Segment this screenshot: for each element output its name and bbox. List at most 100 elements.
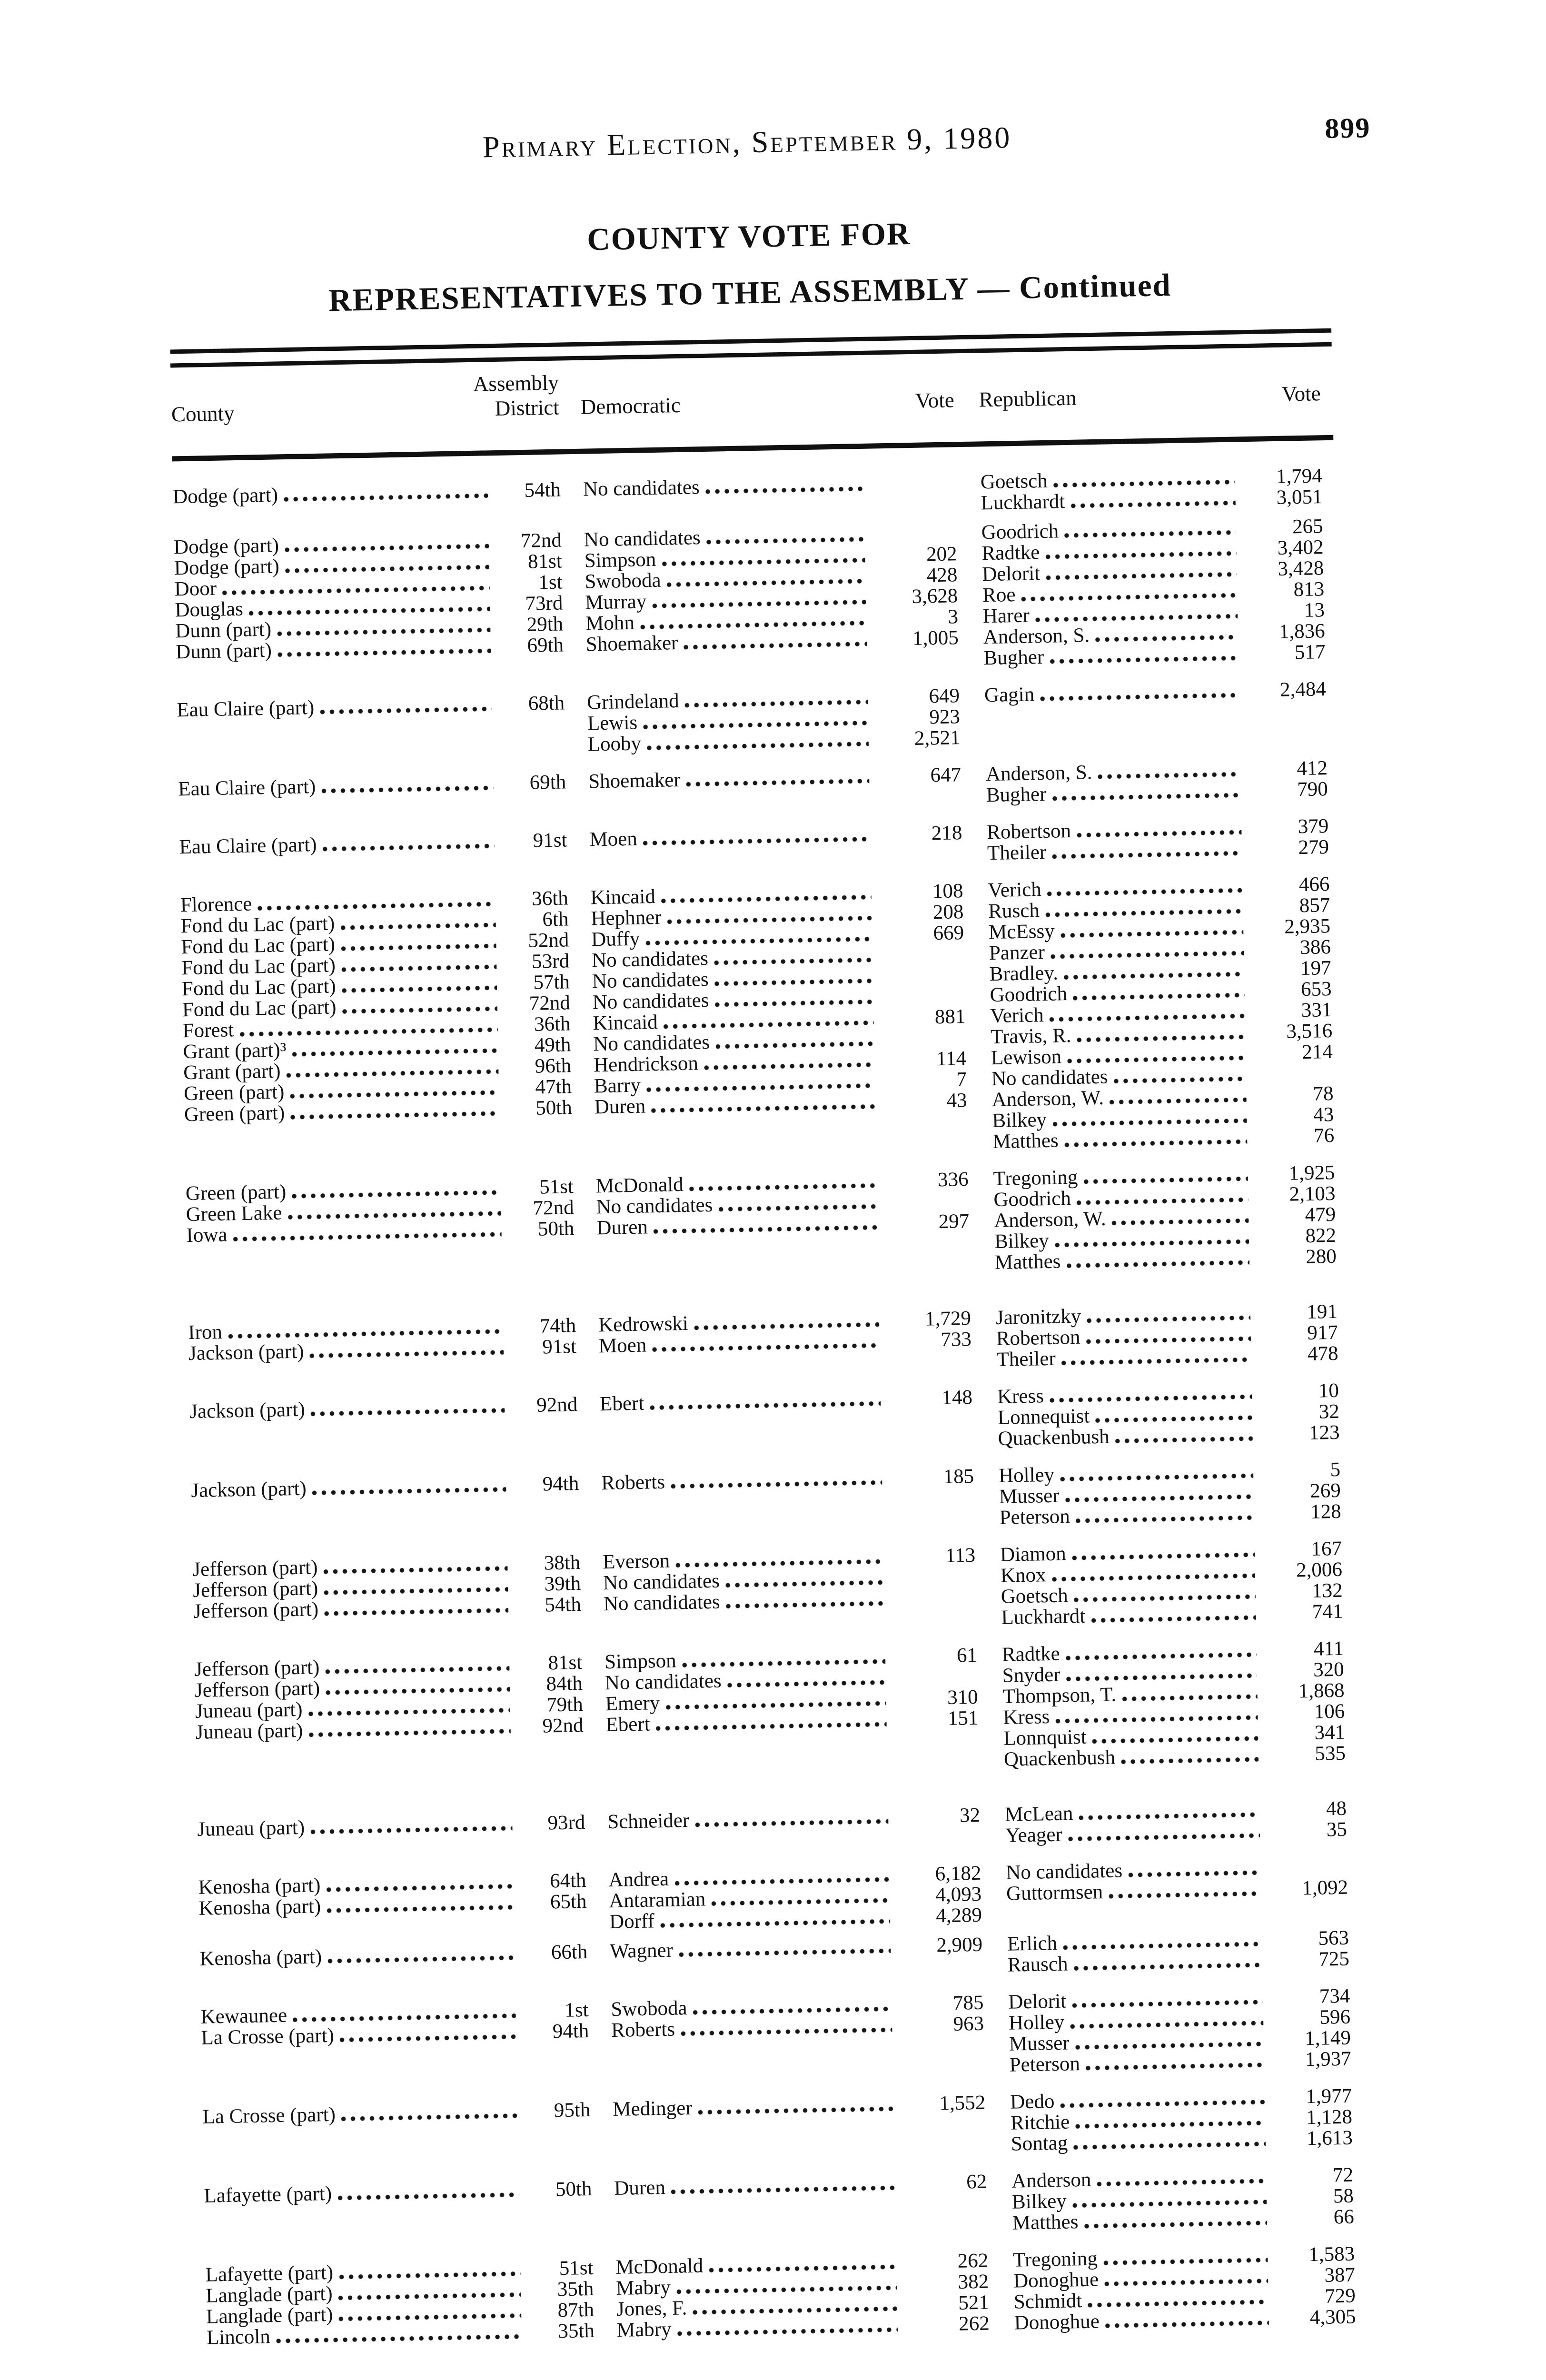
rep-vote: 729 [1324,2284,1356,2308]
column-gap [984,2055,1009,2076]
rep-vote: 128 [1310,1500,1342,1523]
column-gap [578,1415,600,1436]
dem-vote: 1,729 [924,1307,971,1330]
rep-vote: 596 [1319,2005,1351,2029]
district-cell: 36th [531,887,569,910]
column-gap [989,2271,1013,2292]
column-gap [571,1034,593,1055]
dot-leader [1085,2050,1265,2074]
dot-leader [1098,759,1241,783]
district-cell: 6th [542,908,569,931]
rep-candidate: Travis, R. [990,1024,1071,1049]
dot-leader [705,474,864,498]
rep-vote: 379 [1298,815,1329,838]
rep-vote: 1,794 [1276,465,1323,488]
dot-leader [1120,1745,1259,1768]
dem-vote: 1,005 [912,626,959,650]
dot-leader [1115,1424,1253,1448]
rep-vote: 466 [1298,873,1330,896]
rep-vote: 320 [1313,1658,1345,1681]
column-gap [966,1069,991,1090]
rep-candidate: Dedo [1010,2090,1055,2113]
column-gap [965,1006,990,1027]
dem-vote [886,1487,975,1509]
header-democratic: Democratic [580,393,681,419]
dot-leader [1070,488,1236,512]
dem-vote [888,1587,976,1609]
district-cell: 50th [537,1217,575,1240]
rep-vote: 72 [1332,2163,1354,2187]
dot-leader [677,2315,898,2340]
dem-vote: 428 [926,564,958,587]
dot-leader [1086,1303,1251,1327]
dem-candidate: Ebert [605,1713,651,1736]
column-gap [588,1999,610,2021]
dot-leader [1049,1001,1245,1026]
dem-vote [868,523,957,545]
rep-vote: 167 [1311,1537,1342,1560]
column-gap [587,1941,609,1963]
district-cell: 72nd [533,1196,575,1220]
county-name [179,858,180,879]
dot-leader [1065,1640,1257,1665]
district-cell [515,1757,585,1779]
dem-vote [896,2055,985,2078]
rep-vote: 386 [1299,936,1331,959]
county-name: La Crosse (part) [202,2103,336,2128]
rep-cell: Quackenbush [997,1424,1257,1450]
dem-candidate: Simpson [604,1649,677,1674]
dot-leader [1071,1987,1263,2012]
column-gap [573,1139,595,1160]
dem-candidate [613,2120,614,2141]
rep-candidate: Diamon [1000,1542,1067,1566]
district-cell: 68th [528,692,565,715]
rep-candidate: Panzer [989,941,1045,965]
column-gap [971,1349,996,1371]
dot-leader [283,481,488,506]
rep-vote: 2,935 [1284,915,1331,938]
rep-candidate: Delorit [981,562,1041,586]
column-gap [568,909,590,930]
dot-leader [1045,896,1243,921]
dem-candidate: Duren [594,1095,646,1119]
dot-leader [1072,980,1245,1004]
rep-vote: 48 [1326,1797,1347,1820]
dot-leader [323,1553,508,1578]
rep-candidate: Knox [1000,1564,1046,1587]
dem-candidate [600,1415,601,1436]
dem-candidate: Jones, F. [616,2297,687,2320]
rep-vote: 341 [1314,1721,1346,1744]
county-name [187,1267,188,1288]
dot-leader [292,1036,498,1061]
column-gap [567,851,589,872]
dem-candidate: Grindeland [586,690,680,714]
district-cell [519,1963,588,1985]
dot-leader [1035,601,1238,626]
rep-vote: 214 [1301,1040,1333,1064]
column-gap [970,1231,994,1253]
rep-candidate: Lonnequist [997,1405,1090,1429]
dem-candidate [614,2199,615,2220]
column-gap [582,1652,604,1673]
district-cell [492,500,561,523]
dot-leader [342,994,498,1018]
dem-vote: 43 [946,1089,968,1112]
dem-vote [888,1566,976,1588]
dem-cell: Looby [586,729,872,756]
dem-vote: 1,552 [939,2091,986,2115]
column-gap [977,1666,1001,1687]
district-cell [521,2063,590,2085]
county-name: Florence [180,892,252,917]
column-gap [569,930,591,951]
dot-leader [725,1588,885,1613]
rep-vote [1243,700,1327,722]
rep-cell: Rausch [1007,1950,1267,1976]
district-cell: 38th [544,1551,581,1575]
dem-vote [882,1232,970,1254]
rep-candidate: Luckhardt [981,490,1065,515]
district-cell [498,851,568,873]
dem-vote [891,1729,979,1751]
county-name [191,1501,192,1522]
column-gap [963,880,987,902]
